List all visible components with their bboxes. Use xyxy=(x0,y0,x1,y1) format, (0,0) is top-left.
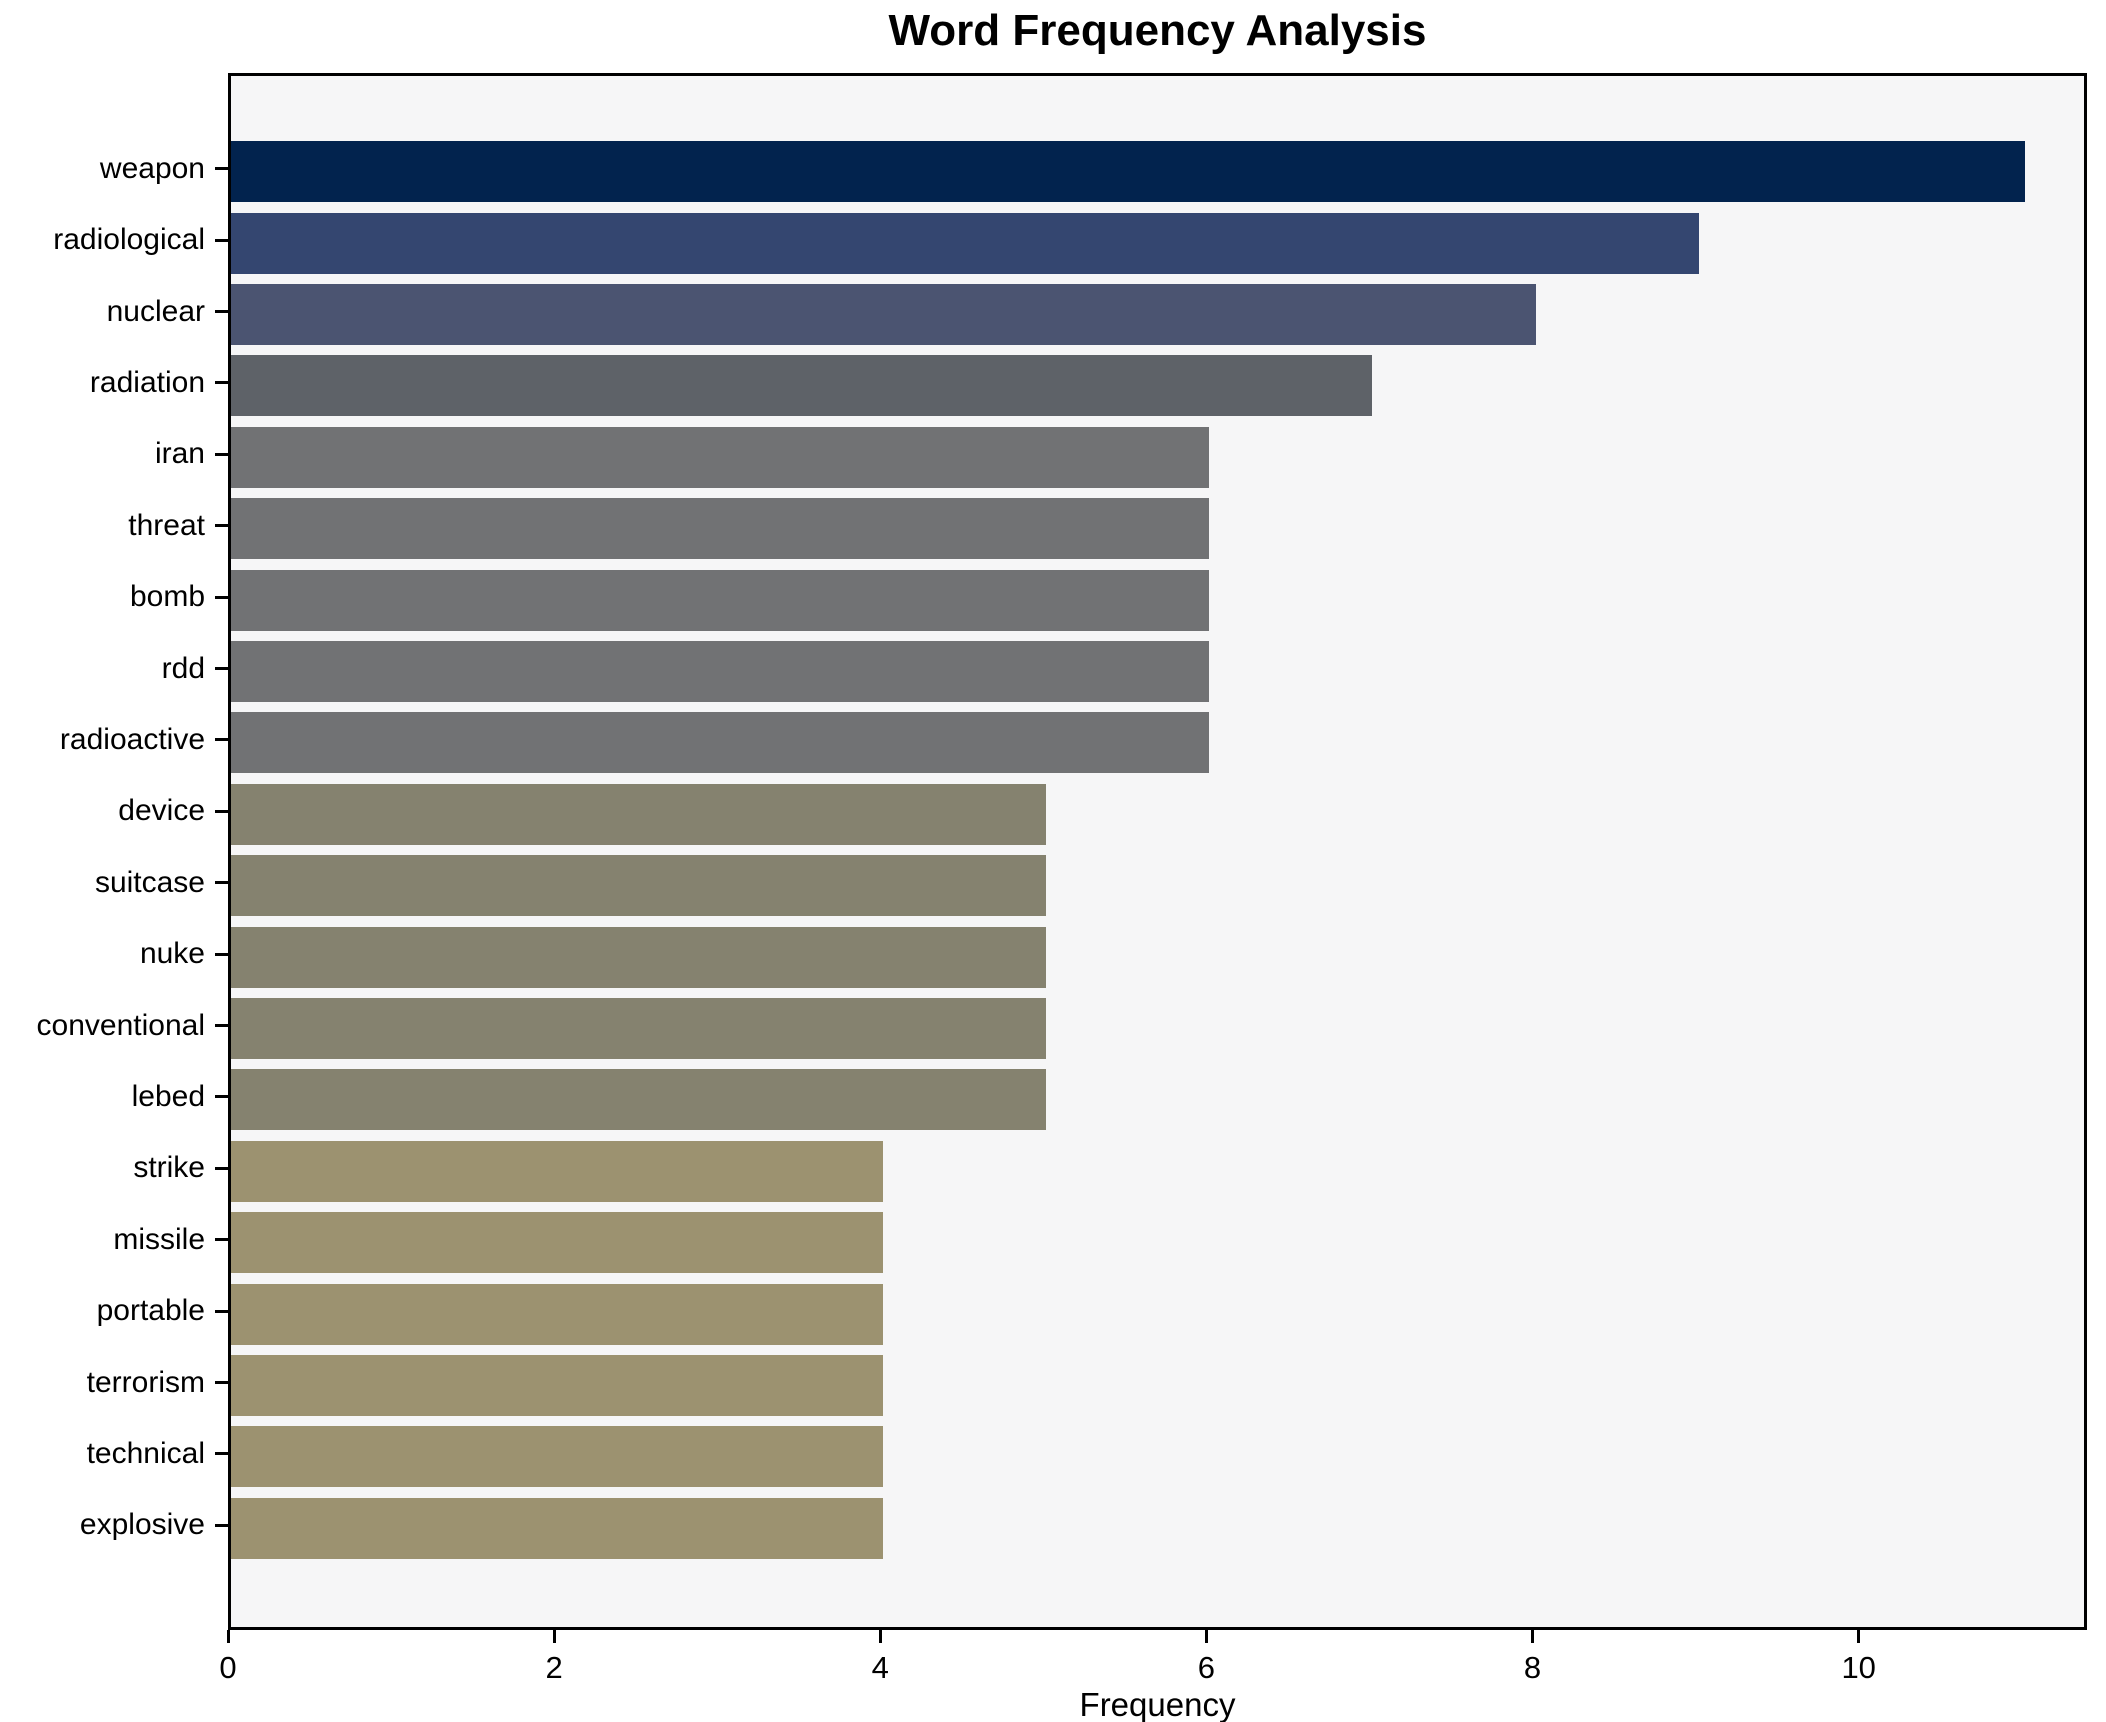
y-tick-label-bomb: bomb xyxy=(129,580,205,614)
bar-radioactive xyxy=(231,712,1210,774)
bar-strike xyxy=(231,1140,884,1202)
y-tick-mark xyxy=(215,452,228,456)
plot-area xyxy=(228,73,2087,1630)
x-axis-title: Frequency xyxy=(1079,1686,1236,1722)
bar-suitcase xyxy=(231,855,1047,917)
bar-threat xyxy=(231,498,1210,560)
y-tick-label-conventional: conventional xyxy=(36,1008,205,1042)
y-tick-label-radiation: radiation xyxy=(89,365,205,399)
y-tick-mark xyxy=(215,1452,228,1456)
bar-lebed xyxy=(231,1069,1047,1131)
bar-missile xyxy=(231,1212,884,1274)
y-tick-label-nuclear: nuclear xyxy=(106,294,205,328)
y-tick-label-suitcase: suitcase xyxy=(94,865,205,899)
y-tick-label-technical: technical xyxy=(86,1436,205,1470)
y-tick-mark xyxy=(215,167,228,171)
y-tick-label-threat: threat xyxy=(128,508,205,542)
x-tick-label-0: 0 xyxy=(219,1650,237,1685)
bar-explosive xyxy=(231,1497,884,1559)
bar-radiation xyxy=(231,355,1373,417)
y-tick-mark xyxy=(215,1523,228,1527)
y-tick-label-radiological: radiological xyxy=(53,223,205,257)
y-tick-label-radioactive: radioactive xyxy=(59,722,205,756)
y-tick-mark xyxy=(215,738,228,742)
y-tick-mark xyxy=(215,595,228,599)
y-tick-label-weapon: weapon xyxy=(99,151,205,185)
y-tick-label-rdd: rdd xyxy=(161,651,205,685)
x-tick-mark xyxy=(878,1630,882,1643)
y-tick-label-strike: strike xyxy=(133,1151,205,1185)
x-tick-mark xyxy=(226,1630,230,1643)
bar-nuke xyxy=(231,926,1047,988)
y-tick-mark xyxy=(215,809,228,813)
y-tick-mark xyxy=(215,1024,228,1027)
y-tick-mark xyxy=(215,310,228,313)
y-tick-label-terrorism: terrorism xyxy=(86,1365,205,1399)
x-tick-label-8: 8 xyxy=(1523,1650,1542,1685)
bar-terrorism xyxy=(231,1355,884,1416)
bar-iran xyxy=(231,426,1210,488)
y-tick-label-missile: missile xyxy=(113,1222,205,1256)
x-tick-mark xyxy=(1204,1630,1208,1643)
bar-rdd xyxy=(231,641,1210,702)
x-tick-label-6: 6 xyxy=(1197,1650,1216,1685)
y-tick-mark xyxy=(215,881,228,885)
y-tick-label-explosive: explosive xyxy=(79,1508,205,1542)
bar-device xyxy=(231,783,1047,845)
y-tick-label-lebed: lebed xyxy=(131,1079,205,1113)
y-tick-mark xyxy=(215,1095,228,1099)
y-tick-mark xyxy=(215,238,228,242)
y-tick-label-device: device xyxy=(118,794,205,828)
y-tick-label-nuke: nuke xyxy=(139,937,205,971)
bar-bomb xyxy=(231,569,1210,631)
bar-technical xyxy=(231,1426,884,1488)
bar-nuclear xyxy=(231,284,1536,345)
chart-title: Word Frequency Analysis xyxy=(888,6,1427,55)
x-tick-label-10: 10 xyxy=(1841,1650,1876,1685)
y-tick-mark xyxy=(215,1238,228,1242)
y-tick-mark xyxy=(215,1309,228,1313)
bar-radiological xyxy=(231,212,1699,274)
y-tick-mark xyxy=(215,952,228,956)
y-tick-mark xyxy=(215,381,228,385)
y-tick-label-iran: iran xyxy=(154,437,205,471)
x-tick-label-4: 4 xyxy=(871,1650,889,1685)
y-tick-mark xyxy=(215,1166,228,1170)
x-tick-mark xyxy=(1857,1630,1861,1643)
y-tick-label-portable: portable xyxy=(96,1294,205,1328)
y-tick-mark xyxy=(215,524,228,528)
y-tick-mark xyxy=(215,1381,228,1384)
bar-weapon xyxy=(231,141,2025,203)
bar-conventional xyxy=(231,998,1047,1059)
x-tick-mark xyxy=(1531,1630,1535,1643)
x-tick-label-2: 2 xyxy=(545,1650,563,1685)
bar-portable xyxy=(231,1283,884,1345)
y-tick-mark xyxy=(215,667,228,670)
x-tick-mark xyxy=(552,1630,556,1643)
